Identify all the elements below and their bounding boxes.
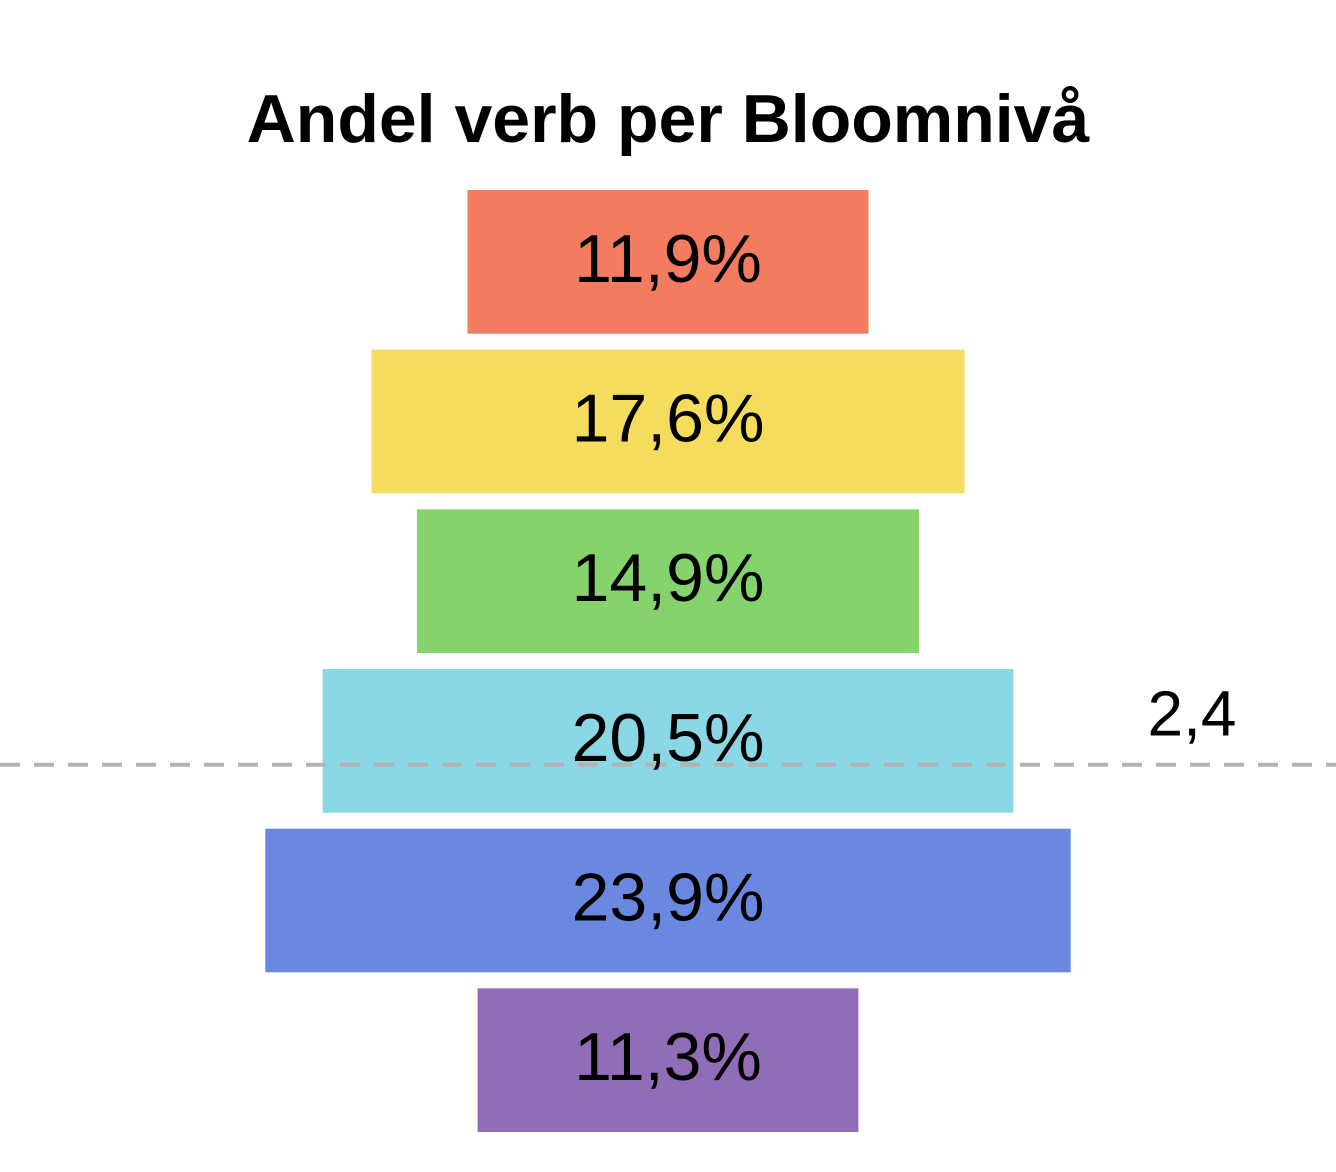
value-label: 23,9% <box>572 859 765 935</box>
bar <box>265 828 1071 973</box>
reference-label: 2,4 <box>1148 678 1237 750</box>
value-label: 14,9% <box>572 540 765 616</box>
value-label: 20,5% <box>572 700 765 776</box>
value-label: 11,3% <box>574 1019 762 1095</box>
bar <box>467 190 869 334</box>
value-label: 17,6% <box>572 380 765 456</box>
bar <box>371 349 965 494</box>
bar <box>416 509 920 653</box>
value-label: 11,9% <box>574 221 762 297</box>
chart-title: Andel verb per Bloomnivå <box>247 81 1090 157</box>
bar <box>322 669 1014 813</box>
bar <box>477 988 859 1132</box>
